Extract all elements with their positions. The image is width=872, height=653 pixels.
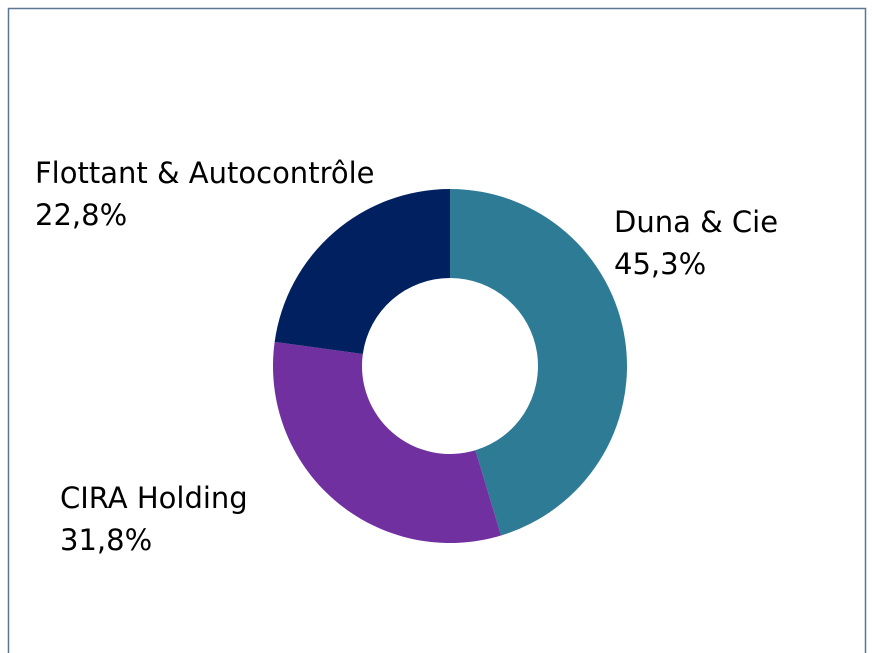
- donut-segment: [274, 189, 450, 354]
- chart-frame: [7, 7, 867, 653]
- segment-value-label: 31,8%: [60, 523, 152, 557]
- segment-value-label: 22,8%: [35, 198, 127, 232]
- segment-label: CIRA Holding: [60, 481, 248, 515]
- segment-label: Duna & Cie: [614, 205, 778, 239]
- segment-label: Flottant & Autocontrôle: [35, 156, 375, 190]
- donut-segment: [450, 188, 628, 536]
- segment-value-label: 45,3%: [614, 247, 706, 281]
- donut-segment: [273, 341, 502, 544]
